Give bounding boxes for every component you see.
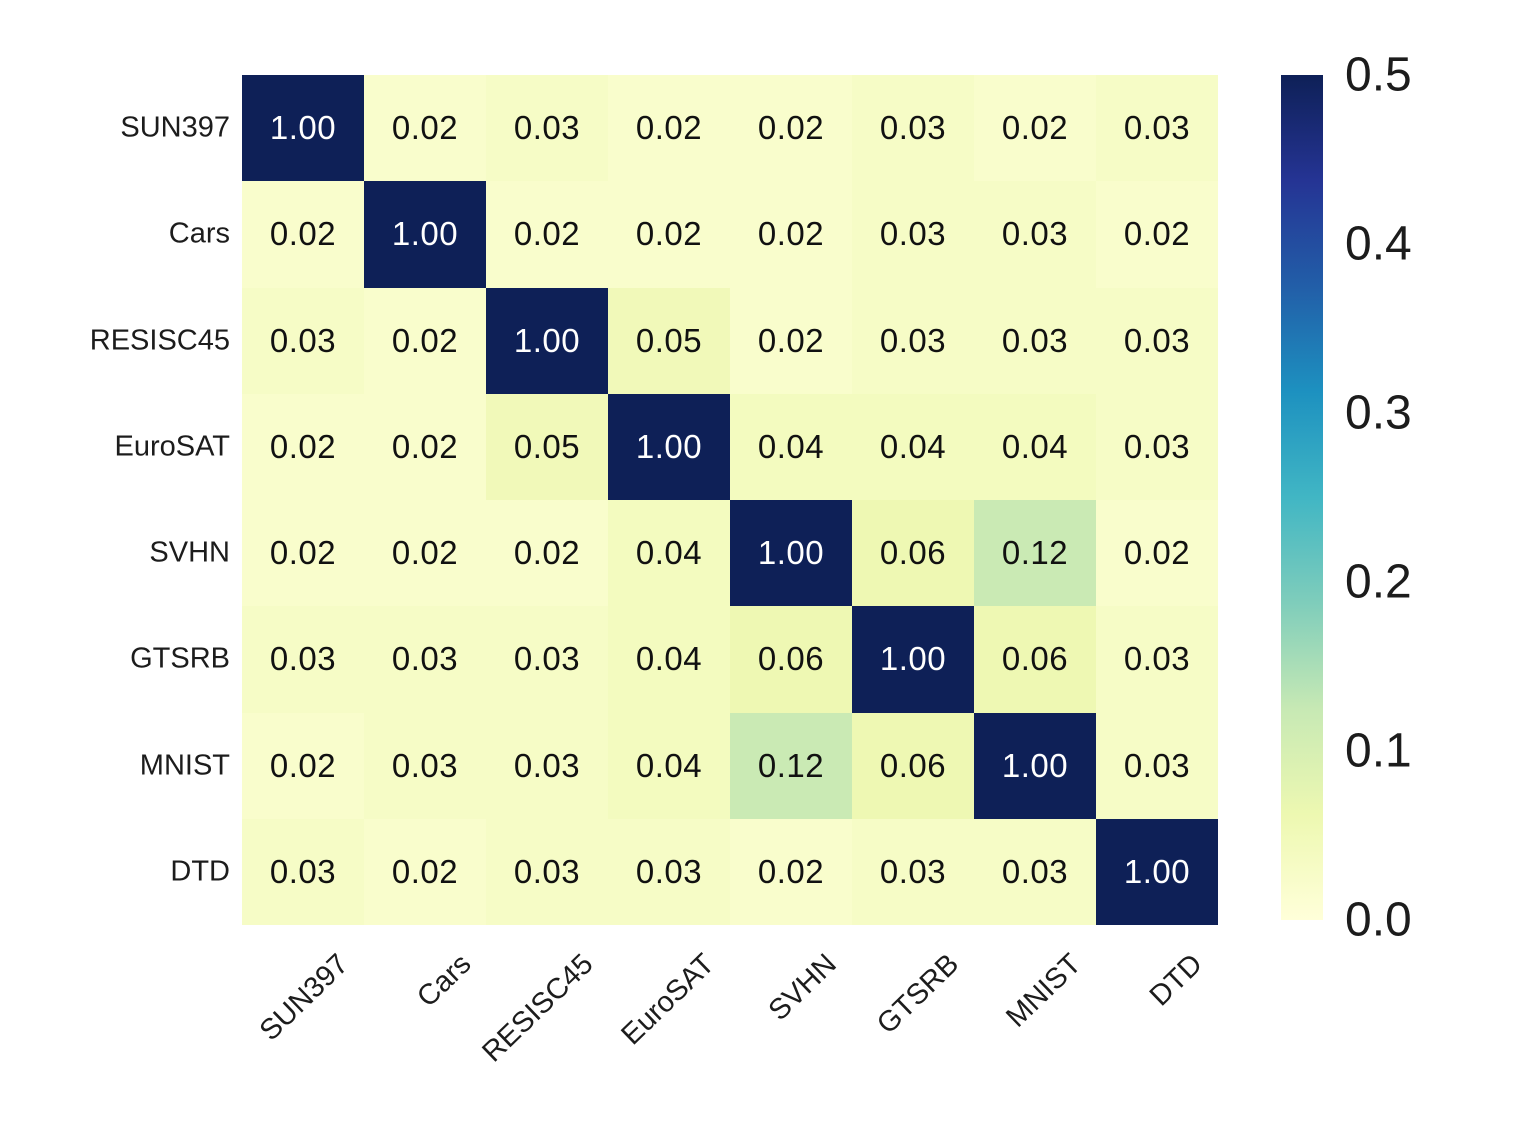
- heatmap-cell: 0.02: [364, 393, 486, 500]
- x-tick-label: MNIST: [1000, 948, 1088, 1034]
- heatmap-cell: 0.02: [486, 181, 608, 288]
- x-tick-label: GTSRB: [871, 948, 966, 1041]
- heatmap-cell: 0.02: [486, 500, 608, 607]
- heatmap-cell: 1.00: [974, 712, 1096, 819]
- heatmap-cell: 0.02: [364, 287, 486, 394]
- heatmap-cell: 0.02: [730, 287, 852, 394]
- heatmap-cell: 1.00: [1096, 818, 1218, 925]
- colorbar-tick-label: 0.5: [1345, 48, 1412, 102]
- heatmap-cell: 0.03: [852, 287, 974, 394]
- heatmap-cell: 1.00: [730, 500, 852, 607]
- heatmap-cell: 0.02: [242, 393, 364, 500]
- heatmap-cell: 0.04: [852, 393, 974, 500]
- heatmap-cell: 0.03: [1096, 712, 1218, 819]
- heatmap-cell: 0.02: [730, 75, 852, 182]
- heatmap-cell: 0.04: [608, 712, 730, 819]
- heatmap-cell: 0.02: [364, 818, 486, 925]
- heatmap-cell: 0.03: [974, 287, 1096, 394]
- y-tick-label: RESISC45: [89, 324, 230, 357]
- heatmap: 1.00 0.02 0.03 0.02 0.02 0.03 0.02 0.03 0.02 1.00…: [242, 75, 1218, 925]
- heatmap-cell: 1.00: [364, 181, 486, 288]
- y-tick-label: SUN397: [120, 111, 230, 144]
- heatmap-cell: 0.04: [974, 393, 1096, 500]
- heatmap-cell: 1.00: [486, 287, 608, 394]
- colorbar: [1281, 75, 1323, 920]
- heatmap-cell: 0.02: [974, 75, 1096, 182]
- y-tick-label: Cars: [168, 217, 230, 250]
- heatmap-cell: 0.04: [608, 606, 730, 713]
- heatmap-cell: 0.06: [852, 712, 974, 819]
- heatmap-cell: 1.00: [242, 75, 364, 182]
- heatmap-cell: 0.03: [1096, 393, 1218, 500]
- heatmap-cell: 0.02: [364, 500, 486, 607]
- y-tick-label: EuroSAT: [114, 430, 230, 463]
- heatmap-cell: 0.02: [242, 712, 364, 819]
- x-tick-label: Cars: [410, 948, 478, 1014]
- heatmap-cell: 0.03: [852, 75, 974, 182]
- heatmap-cell: 0.03: [486, 606, 608, 713]
- heatmap-cell: 0.03: [974, 181, 1096, 288]
- heatmap-cell: 0.05: [486, 393, 608, 500]
- heatmap-cell: 0.02: [1096, 181, 1218, 288]
- y-tick-label: MNIST: [139, 749, 230, 782]
- heatmap-cell: 0.03: [364, 712, 486, 819]
- heatmap-cell: 0.12: [730, 712, 852, 819]
- heatmap-cell: 0.02: [364, 75, 486, 182]
- heatmap-cell: 0.03: [486, 75, 608, 182]
- heatmap-cell: 0.02: [608, 75, 730, 182]
- heatmap-cell: 0.03: [852, 818, 974, 925]
- heatmap-cell: 0.02: [730, 818, 852, 925]
- heatmap-cell: 0.02: [608, 181, 730, 288]
- x-tick-label: SUN397: [254, 948, 356, 1048]
- heatmap-cell: 0.03: [242, 287, 364, 394]
- x-tick-label: EuroSAT: [615, 948, 722, 1052]
- heatmap-cell: 0.03: [242, 818, 364, 925]
- x-tick-label: SVHN: [763, 948, 844, 1027]
- heatmap-cell: 0.03: [364, 606, 486, 713]
- heatmap-cell: 0.06: [974, 606, 1096, 713]
- heatmap-cell: 0.04: [608, 500, 730, 607]
- heatmap-cell: 0.04: [730, 393, 852, 500]
- heatmap-cell: 0.02: [730, 181, 852, 288]
- heatmap-cell: 0.03: [974, 818, 1096, 925]
- heatmap-cell: 0.02: [242, 500, 364, 607]
- colorbar-tick-label: 0.4: [1345, 217, 1412, 271]
- colorbar-tick-label: 0.1: [1345, 724, 1412, 778]
- heatmap-cell: 0.05: [608, 287, 730, 394]
- y-tick-label: DTD: [170, 855, 230, 888]
- heatmap-cell: 0.03: [486, 818, 608, 925]
- heatmap-cell: 0.06: [730, 606, 852, 713]
- heatmap-cell: 0.02: [242, 181, 364, 288]
- heatmap-cell: 1.00: [608, 393, 730, 500]
- heatmap-cell: 0.06: [852, 500, 974, 607]
- y-tick-label: GTSRB: [130, 642, 230, 675]
- x-tick-label: RESISC45: [476, 948, 600, 1069]
- heatmap-cell: 0.03: [608, 818, 730, 925]
- heatmap-cell: 0.03: [1096, 606, 1218, 713]
- heatmap-cell: 0.03: [242, 606, 364, 713]
- heatmap-cell: 0.12: [974, 500, 1096, 607]
- y-tick-label: SVHN: [149, 536, 230, 569]
- heatmap-cell: 0.02: [1096, 500, 1218, 607]
- colorbar-tick-label: 0.3: [1345, 386, 1412, 440]
- colorbar-tick-label: 0.2: [1345, 555, 1412, 609]
- heatmap-cell: 0.03: [1096, 75, 1218, 182]
- heatmap-cell: 0.03: [1096, 287, 1218, 394]
- heatmap-cell: 1.00: [852, 606, 974, 713]
- x-tick-label: DTD: [1144, 948, 1210, 1013]
- colorbar-tick-label: 0.0: [1345, 893, 1412, 947]
- heatmap-cell: 0.03: [852, 181, 974, 288]
- heatmap-cell: 0.03: [486, 712, 608, 819]
